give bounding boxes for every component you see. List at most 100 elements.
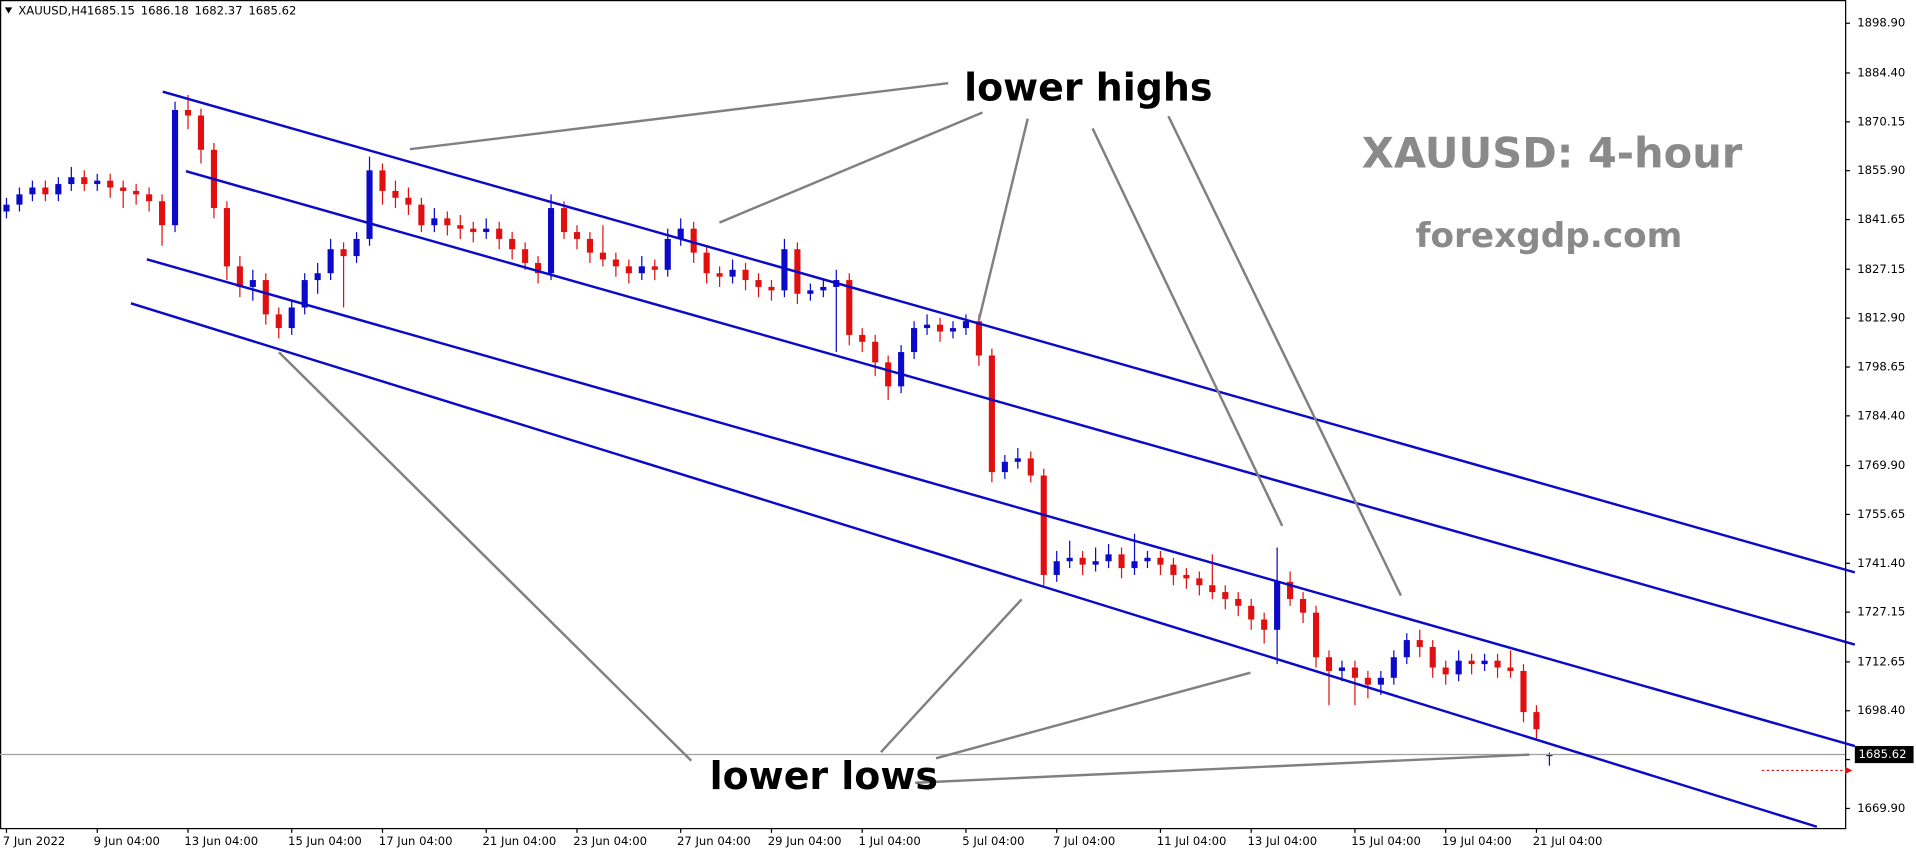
candle-body [716, 273, 723, 277]
candle-body [1468, 660, 1475, 665]
candle-body [586, 238, 594, 253]
candle-body [755, 280, 762, 287]
candle-body [249, 280, 256, 287]
candle-body [327, 249, 334, 274]
ohlc-open: 1685.15 [87, 4, 135, 18]
x-tick-label: 27 Jun 04:00 [677, 834, 751, 848]
x-tick-label: 21 Jul 04:00 [1533, 834, 1603, 848]
annotation: lower lows [710, 754, 938, 798]
y-tick-label: 1812.90 [1857, 311, 1905, 325]
watermark: XAUUSD: 4-hour [1362, 129, 1743, 178]
candle-body [535, 262, 542, 274]
candle-body [1325, 657, 1333, 671]
candle-body [1014, 458, 1021, 462]
candle-body [1338, 667, 1346, 671]
candle-body [911, 328, 918, 353]
candle-body [1533, 712, 1540, 730]
candle-body [781, 249, 788, 291]
candle-body [651, 266, 658, 270]
candle-body [1105, 554, 1112, 562]
candle-body [962, 321, 970, 329]
candle-body [703, 252, 710, 274]
annotation: lower highs [964, 65, 1212, 109]
pointer-line [977, 118, 1029, 321]
candle-body [1416, 640, 1423, 647]
candle-body [664, 238, 671, 270]
candle-body [1442, 667, 1449, 675]
candle-body [638, 266, 645, 274]
candle-body [81, 177, 88, 185]
candle-body [171, 110, 179, 226]
candle-body [94, 180, 101, 185]
candle-body [820, 286, 827, 291]
candle-body [288, 307, 295, 329]
price-label: 1685.62 [1858, 747, 1906, 761]
candle-body [68, 177, 75, 185]
candle-body [1364, 677, 1371, 685]
candle-body [1079, 557, 1086, 565]
y-tick-label: 1727.15 [1857, 605, 1905, 619]
candle-body [366, 170, 373, 239]
channel-line [130, 302, 1818, 828]
channel-line [162, 90, 1856, 574]
annotation-lines [278, 81, 1530, 784]
candle-body [1403, 640, 1410, 658]
y-tick-label: 1870.15 [1857, 114, 1905, 128]
x-tick-label: 23 Jun 04:00 [573, 834, 647, 848]
candle-body [547, 208, 555, 274]
ohlc-low: 1682.37 [195, 4, 243, 18]
candle-body [184, 110, 192, 116]
candle-body [1261, 619, 1268, 630]
candle-body [236, 266, 243, 287]
x-tick-label: 19 Jul 04:00 [1442, 834, 1512, 848]
candle-body [1390, 657, 1397, 678]
candle-body [55, 184, 62, 195]
candle-body [431, 218, 438, 226]
candle-body [353, 238, 360, 257]
candle-body [496, 228, 503, 239]
x-tick-label: 1 Jul 04:00 [859, 834, 921, 848]
candle-body [1274, 581, 1281, 630]
candle-body [807, 290, 814, 294]
x-tick-label: 21 Jun 04:00 [483, 834, 557, 848]
candle-body [314, 273, 321, 281]
candle-body [1131, 561, 1138, 569]
x-tick-label: 29 Jun 04:00 [768, 834, 842, 848]
candle-body [29, 187, 36, 195]
y-tick-label: 1784.40 [1857, 408, 1905, 422]
candle-body [42, 187, 49, 195]
y-tick-label: 1798.65 [1857, 359, 1905, 373]
candle-body [742, 269, 749, 281]
candle-body [483, 228, 490, 233]
pointer-line [718, 111, 983, 224]
pointer-line [1167, 115, 1403, 597]
candle-body [379, 170, 386, 191]
candle-body [1053, 561, 1060, 575]
candle-body [1481, 660, 1488, 665]
candle-body [470, 228, 477, 233]
candle-body [1170, 564, 1177, 575]
candle-body [1351, 667, 1358, 678]
candle-body [1494, 660, 1501, 668]
candle-body [1040, 475, 1047, 575]
pointer-line [915, 753, 1530, 784]
x-tick-label: 7 Jun 2022 [3, 834, 65, 848]
x-tick-label: 15 Jul 04:00 [1351, 834, 1421, 848]
candle-body [275, 314, 282, 329]
candle-body [846, 280, 853, 335]
watermark: forexgdp.com [1416, 216, 1683, 256]
candle-body [885, 362, 892, 387]
candle-body [1066, 557, 1073, 562]
candle-body [1183, 574, 1190, 579]
x-tick-label: 7 Jul 04:00 [1053, 834, 1115, 848]
candle-body [16, 194, 23, 205]
y-tick-label: 1898.90 [1857, 16, 1905, 30]
candle-body [936, 324, 944, 332]
candle-body [392, 190, 399, 198]
candle-body [301, 280, 308, 308]
candle-body [1287, 581, 1294, 599]
candle-body [457, 225, 464, 229]
candle-body [340, 249, 347, 257]
channel-line [146, 258, 1856, 748]
